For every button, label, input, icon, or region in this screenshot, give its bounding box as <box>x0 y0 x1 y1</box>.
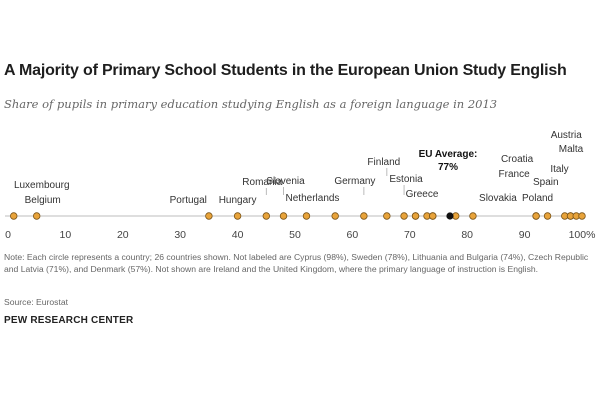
leader-layer <box>265 168 405 195</box>
country-label: Italy <box>550 164 568 175</box>
country-dot <box>411 212 420 220</box>
country-label: Belgium <box>25 195 61 206</box>
x-tick-label: 80 <box>461 229 473 241</box>
x-tick-label: 60 <box>347 229 359 241</box>
country-dot <box>469 212 477 220</box>
country-dot <box>543 212 552 220</box>
country-label: Croatia <box>501 154 534 165</box>
x-tick-label: 70 <box>404 229 416 241</box>
country-label: Hungary <box>219 195 257 206</box>
country-label: Germany <box>334 176 375 187</box>
chart-source: Source: Eurostat <box>4 297 69 307</box>
country-dot <box>233 212 242 220</box>
country-label: Greece <box>406 189 439 200</box>
country-label: Portugal <box>170 195 207 206</box>
chart-subtitle: Share of pupils in primary education stu… <box>4 97 498 111</box>
country-label: Malta <box>559 144 584 155</box>
x-tick-label: 10 <box>60 229 72 241</box>
country-label: Luxembourg <box>14 180 70 191</box>
country-dot <box>302 212 311 220</box>
country-dot <box>383 212 391 220</box>
country-label: Spain <box>533 177 559 188</box>
country-label: France <box>499 169 531 180</box>
chart-note: Note: Each circle represents a country; … <box>4 252 589 274</box>
x-tick-label: 90 <box>519 229 531 241</box>
x-tick-label: 50 <box>289 229 301 241</box>
country-dot <box>578 212 586 220</box>
x-tick-label: 100% <box>569 229 596 241</box>
country-dot <box>33 212 41 220</box>
country-label: Slovakia <box>479 193 517 204</box>
country-dot <box>429 212 437 220</box>
dot-layer <box>10 212 586 220</box>
tick-layer: 0 10 20 30 40 50 60 70 80 90 100% <box>5 229 595 241</box>
country-label: Estonia <box>389 174 423 185</box>
country-dot <box>279 212 288 220</box>
country-dot <box>360 212 368 220</box>
x-tick-label: 20 <box>117 229 129 241</box>
x-tick-label: 40 <box>232 229 244 241</box>
eu-average-label: EU Average: <box>419 149 478 160</box>
country-dot <box>10 212 18 220</box>
country-dot <box>400 212 408 220</box>
country-dot <box>532 212 540 220</box>
country-label: Romania <box>242 177 282 188</box>
country-dot <box>262 212 270 220</box>
country-dot <box>205 212 213 220</box>
country-dot <box>331 212 339 220</box>
organization-credit: PEW RESEARCH CENTER <box>4 315 134 326</box>
eu-average-dot <box>446 212 454 220</box>
country-label: Slovenia <box>266 176 305 187</box>
x-tick-label: 30 <box>174 229 186 241</box>
country-label: Finland <box>367 157 400 168</box>
country-label: Austria <box>551 130 583 141</box>
chart-title: A Majority of Primary School Students in… <box>4 62 567 79</box>
eu-average-value: 77% <box>438 162 458 173</box>
x-tick-label: 0 <box>5 229 11 241</box>
country-label: Poland <box>522 193 553 204</box>
country-label: Netherlands <box>286 193 340 204</box>
